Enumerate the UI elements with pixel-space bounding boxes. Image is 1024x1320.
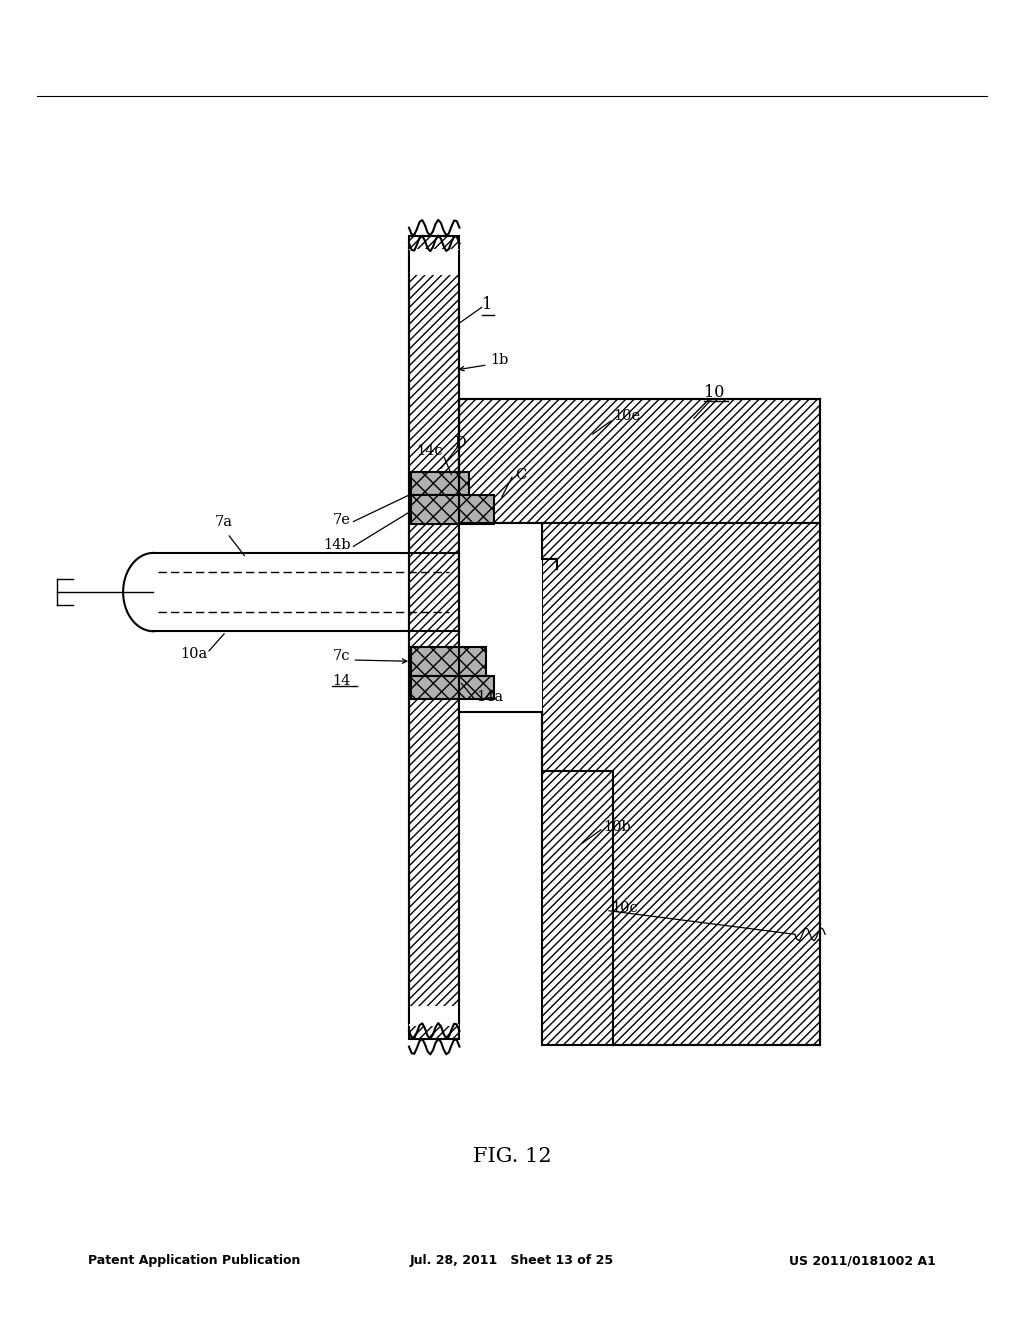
Text: C: C <box>515 467 526 482</box>
Bar <box>409 1006 460 1026</box>
Bar <box>411 473 469 495</box>
Text: 10: 10 <box>703 384 724 401</box>
Text: US 2011/0181002 A1: US 2011/0181002 A1 <box>790 1254 936 1267</box>
Bar <box>409 248 460 275</box>
Text: 1b: 1b <box>489 352 508 367</box>
Text: 10a: 10a <box>180 647 208 661</box>
Bar <box>460 399 820 523</box>
Text: 7c: 7c <box>333 649 350 663</box>
Bar <box>409 203 460 223</box>
Text: D: D <box>455 436 466 450</box>
Text: Jul. 28, 2011   Sheet 13 of 25: Jul. 28, 2011 Sheet 13 of 25 <box>410 1254 614 1267</box>
Text: 10c: 10c <box>611 902 638 915</box>
Bar <box>411 676 494 700</box>
Text: 10b: 10b <box>603 820 631 834</box>
Bar <box>409 235 460 1039</box>
Bar <box>409 1052 460 1078</box>
Text: 14b: 14b <box>323 539 350 552</box>
Text: 10e: 10e <box>613 409 640 422</box>
Text: 7a: 7a <box>215 515 233 529</box>
Bar <box>460 523 543 713</box>
Bar <box>411 647 485 676</box>
Text: 14: 14 <box>332 675 350 688</box>
Text: FIG. 12: FIG. 12 <box>473 1147 551 1166</box>
Bar <box>543 523 820 1045</box>
Text: 1: 1 <box>481 296 492 313</box>
Text: 14a: 14a <box>476 689 504 704</box>
Text: 14c: 14c <box>417 444 443 458</box>
Bar <box>411 495 494 524</box>
Text: Patent Application Publication: Patent Application Publication <box>88 1254 300 1267</box>
Text: 7e: 7e <box>333 513 350 527</box>
